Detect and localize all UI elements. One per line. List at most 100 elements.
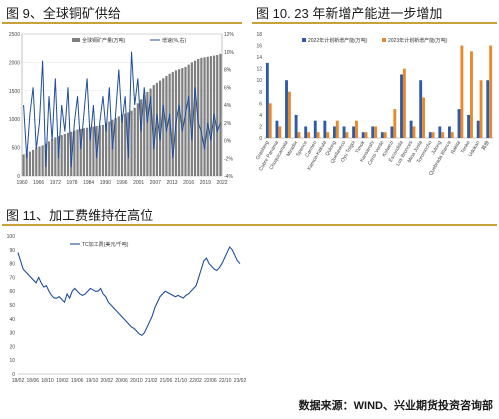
x-tick-label: 1966: [33, 180, 44, 186]
bar: [136, 103, 139, 176]
y-tick-label: 0: [12, 372, 15, 378]
bar-2023: [364, 132, 368, 138]
bar-2023: [460, 45, 464, 138]
x-tick-label: 20/02: [101, 378, 114, 384]
x-tick-label: 2007: [150, 180, 161, 186]
x-tick-label: 20/10: [130, 378, 143, 384]
fig9-chart: 0 500 1000 1500 2000 2500 -4% -2% 0% 2% 4% 6% 8% 10% 1…: [9, 32, 235, 186]
bar: [200, 57, 203, 176]
bar-2023: [335, 120, 339, 138]
y-right-tick-label: 2%: [224, 121, 232, 127]
x-tick-label: 1960: [16, 180, 27, 186]
bar-2023: [450, 132, 454, 138]
y-tick-label: 100: [7, 234, 16, 240]
y-left-tick-label: 1000: [9, 117, 20, 123]
bar: [54, 137, 57, 176]
bar: [162, 78, 165, 176]
y-right-tick-label: 6%: [224, 85, 232, 91]
y-left-tick-label: 0: [17, 174, 20, 180]
bar: [28, 151, 32, 176]
y-tick-label: 90: [9, 248, 15, 254]
bar: [130, 110, 133, 176]
y-tick-label: 60: [9, 289, 15, 295]
bar-2023: [422, 97, 425, 138]
fig11-title: 图 11、加工费维持在高位: [2, 206, 497, 226]
bar-2023: [393, 109, 397, 138]
x-tick-label: 23/02: [234, 378, 247, 384]
x-tick-label: 19/06: [71, 378, 84, 384]
bar-2022: [285, 80, 288, 138]
bar-2023: [489, 45, 493, 138]
bar: [73, 130, 76, 176]
x-tick-label: 1978: [66, 180, 77, 186]
x-tick-label: 19/02: [56, 378, 69, 384]
legend-label-line: 增速(%,右): [162, 37, 187, 44]
bar: [22, 154, 25, 176]
legend-swatch-2023: [382, 38, 386, 42]
x-tick-label: 18/06: [27, 378, 40, 384]
bar: [89, 127, 92, 176]
legend-label-line: TC加工费(美元/千吨): [82, 241, 129, 248]
bar-2022: [419, 80, 423, 138]
y-tick-label: 40: [9, 317, 15, 323]
bar: [85, 127, 89, 176]
bar-2022: [438, 126, 442, 138]
bar-2023: [278, 126, 282, 138]
bar: [184, 66, 187, 176]
x-tick-label: 2019: [200, 180, 211, 186]
bar: [47, 141, 51, 176]
y-right-tick-label: -2%: [224, 156, 233, 162]
bar: [70, 131, 73, 176]
y-tick-label: 50: [9, 303, 15, 309]
bar: [219, 53, 222, 176]
bar: [32, 149, 35, 176]
legend-swatch-bar: [72, 38, 80, 42]
bar-2023: [470, 51, 473, 138]
bar: [143, 95, 146, 176]
y-right-tick-label: -4%: [224, 174, 233, 180]
y-tick-label: 20: [9, 344, 15, 350]
y-left-tick-label: 500: [12, 146, 21, 152]
bar-2023: [383, 132, 387, 138]
bar: [155, 82, 159, 176]
bar: [178, 69, 181, 176]
category-label: Tenke: [460, 140, 472, 155]
x-tick-label: 1996: [116, 180, 127, 186]
tc-line: [17, 246, 241, 337]
x-tick-label: 21/06: [160, 378, 173, 384]
bar: [124, 113, 127, 176]
y-right-tick-label: 4%: [224, 103, 232, 109]
y-left-tick-label: 1500: [9, 89, 20, 95]
y-tick-label: 12: [256, 67, 262, 73]
fig9-title: 图 9、全球铜矿供给: [2, 4, 242, 24]
bar: [66, 132, 70, 176]
x-tick-label: 2022: [216, 180, 227, 186]
y-tick-label: 6: [259, 101, 262, 107]
bar-2022: [275, 120, 279, 138]
bar-2023: [326, 132, 330, 138]
bar: [216, 55, 219, 176]
bar: [171, 72, 174, 176]
legend-label-bar: 全球铜矿产量(万吨): [82, 37, 126, 44]
bar: [117, 116, 120, 176]
bar-2022: [323, 120, 327, 138]
fig10-title: 图 10. 23 年新增产能进一步增加: [252, 4, 497, 24]
bar-2023: [268, 103, 272, 138]
bar-2023: [412, 126, 416, 138]
bar: [25, 153, 28, 176]
bar-2023: [297, 132, 301, 138]
y-left-tick-label: 2000: [9, 60, 20, 66]
x-tick-label: 21/10: [175, 378, 188, 384]
bar-2022: [294, 114, 298, 138]
legend-label-2022: 2022年计划新增产能(万吨): [308, 37, 368, 44]
bar: [82, 128, 86, 176]
x-tick-label: 19/10: [86, 378, 99, 384]
bar: [114, 118, 117, 176]
bar: [190, 62, 193, 176]
bar-2022: [448, 126, 451, 138]
y-tick-label: 18: [256, 32, 262, 38]
bar: [51, 139, 54, 176]
y-right-tick-label: 0%: [224, 139, 232, 145]
bar-2022: [400, 74, 403, 138]
